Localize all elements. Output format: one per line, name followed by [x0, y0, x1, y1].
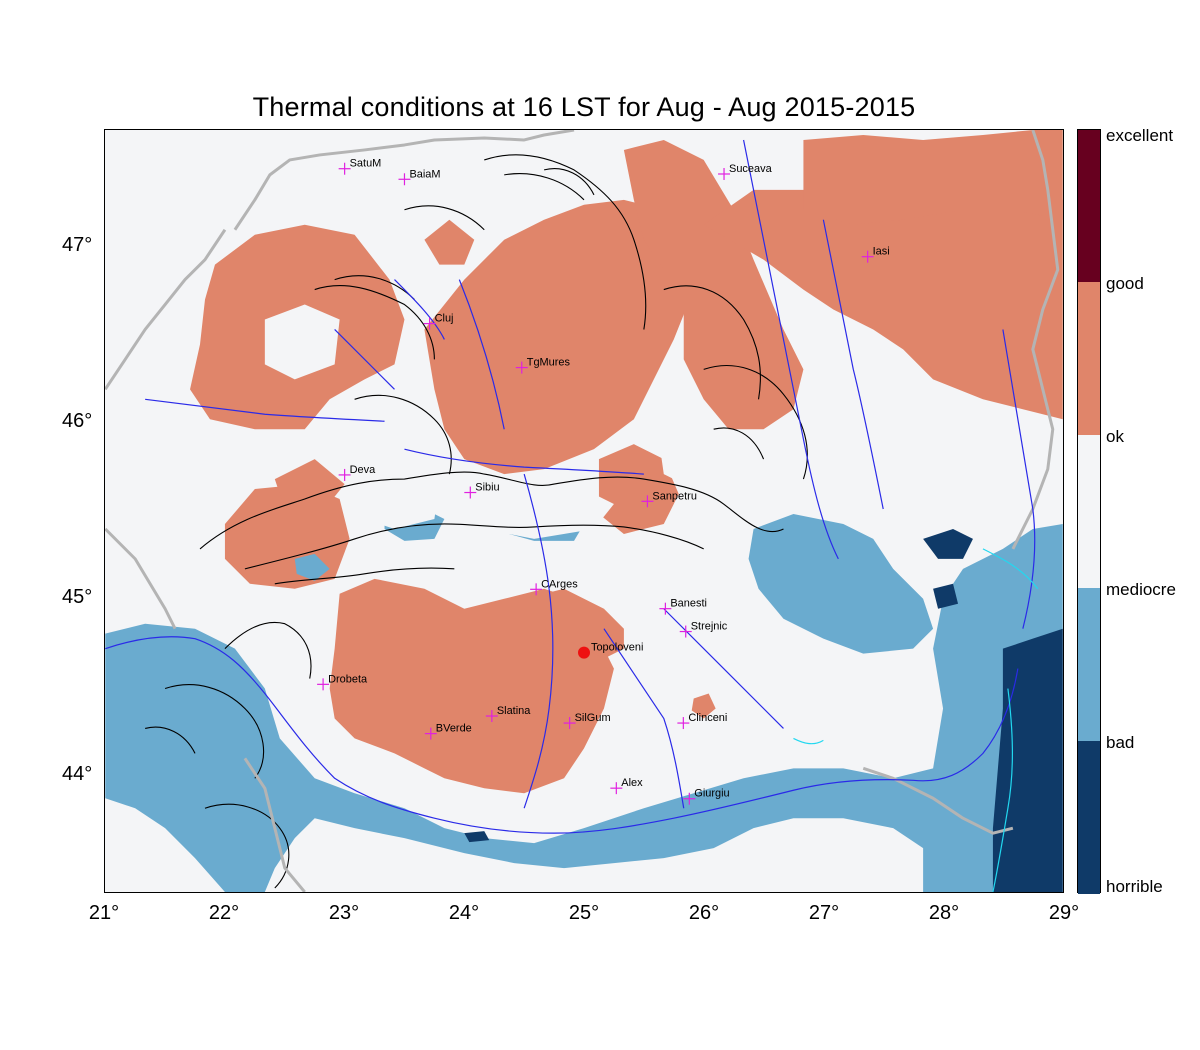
colorbar-mediocre-segment	[1078, 588, 1100, 741]
x-tick-label: 29°	[1048, 902, 1080, 924]
map-title: Thermal conditions at 16 LST for Aug - A…	[252, 92, 916, 122]
city-label: Cluj	[435, 313, 454, 325]
x-tick-label: 27°	[808, 902, 840, 924]
x-tick-label: 23°	[328, 902, 360, 924]
city-topoloveni: Topoloveni	[578, 642, 643, 659]
city-baiam: BaiaM	[398, 168, 441, 186]
city-satum: SatuM	[338, 158, 382, 175]
elevation-contours	[145, 154, 808, 889]
thermal-conditions-map: SatuM BaiaM Suceava Iasi Cluj TgMures Deva Sibi…	[104, 129, 1064, 893]
city-deva: Deva	[338, 464, 377, 481]
city-label: Giurgiu	[694, 788, 729, 800]
city-markers: SatuM BaiaM Suceava Iasi Cluj TgMures Deva Sibi…	[317, 158, 890, 805]
city-label: BVerde	[436, 723, 472, 735]
city-label: Sibiu	[475, 482, 499, 494]
rivers	[105, 139, 1036, 834]
city-strejnic: Strejnic	[679, 621, 728, 638]
colorbar-label-horrible: horrible	[1106, 877, 1163, 896]
colorbar-good-segment	[1078, 282, 1100, 435]
city-cluj: Cluj	[423, 313, 454, 330]
x-tick-label: 25°	[568, 902, 600, 924]
colorbar-bad-segment	[1078, 741, 1100, 894]
colorbar-label-excellent: excellent	[1106, 126, 1174, 145]
colorbar-label-mediocre: mediocre	[1106, 580, 1176, 599]
colorbar-label-bad: bad	[1106, 733, 1135, 752]
city-slatina: Slatina	[485, 705, 531, 723]
coastline	[793, 548, 1039, 892]
city-label: Banesti	[670, 598, 707, 610]
city-label: Drobeta	[328, 673, 368, 685]
y-tick-label: 44°	[62, 763, 93, 785]
city-alex: Alex	[610, 777, 643, 795]
ok-condition-regions	[264, 154, 744, 539]
y-tick-label: 46°	[62, 410, 93, 432]
city-label: TgMures	[527, 357, 571, 369]
city-label: Suceava	[729, 163, 773, 175]
colorbar-excellent-segment	[1078, 130, 1100, 282]
x-tick-label: 28°	[928, 902, 960, 924]
city-sibiu: Sibiu	[464, 482, 500, 499]
bad-condition-regions	[464, 528, 1063, 892]
city-carges: CArges	[530, 578, 578, 596]
x-tick-label: 24°	[448, 902, 480, 924]
city-suceava: Suceava	[718, 163, 773, 180]
city-label: Slatina	[497, 705, 531, 717]
city-iasi: Iasi	[861, 246, 890, 263]
city-bverde: BVerde	[424, 723, 472, 740]
city-label: Strejnic	[691, 621, 728, 633]
city-label: Deva	[350, 464, 377, 476]
city-clinceni: Clinceni	[677, 712, 727, 730]
city-drobeta: Drobeta	[317, 673, 368, 691]
city-tgmures: TgMures	[515, 357, 571, 374]
colorbar-ok-segment	[1078, 435, 1100, 588]
city-label: Iasi	[873, 246, 890, 258]
city-banesti: Banesti	[659, 598, 707, 615]
y-tick-label: 45°	[62, 586, 93, 608]
city-giurgiu: Giurgiu	[683, 788, 730, 805]
country-borders	[105, 130, 1060, 892]
city-label: Topoloveni	[591, 642, 643, 654]
colorbar-label-good: good	[1106, 274, 1144, 293]
city-label: CArges	[541, 578, 578, 590]
city-label: Alex	[621, 777, 643, 789]
city-silgum: SilGum	[563, 712, 611, 730]
city-sanpetru: Sanpetru	[641, 490, 697, 508]
x-tick-label: 26°	[688, 902, 720, 924]
good-condition-regions	[190, 130, 1063, 794]
y-tick-label: 47°	[62, 234, 93, 256]
city-label: SatuM	[350, 158, 382, 170]
city-label: Clinceni	[688, 712, 727, 724]
city-label: BaiaM	[409, 168, 440, 180]
colorbar	[1077, 129, 1101, 894]
city-label: Sanpetru	[652, 490, 697, 502]
x-tick-label: 22°	[208, 902, 240, 924]
colorbar-label-ok: ok	[1106, 427, 1124, 446]
highlight-city-dot	[578, 646, 590, 659]
city-label: SilGum	[575, 712, 611, 724]
x-tick-label: 21°	[88, 902, 120, 924]
